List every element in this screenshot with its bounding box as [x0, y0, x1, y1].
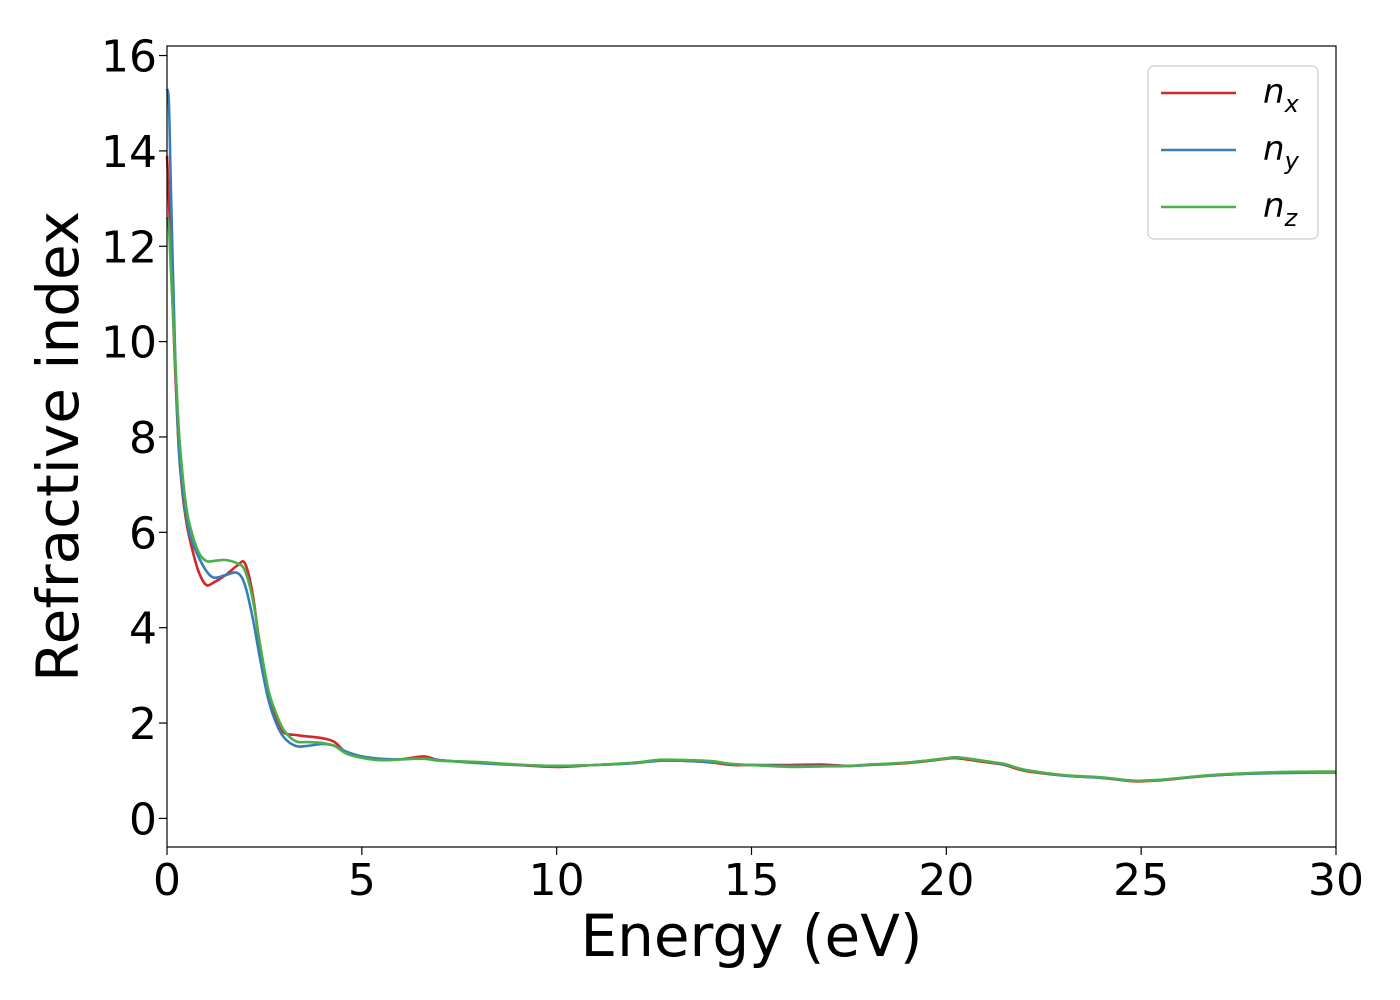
legend-label-base: n: [1263, 129, 1285, 169]
y-tick-label: 2: [129, 699, 157, 750]
y-axis-ticks: 0 2 4 6 8 10 12 14 16: [101, 32, 167, 845]
y-tick-label: 14: [101, 127, 157, 178]
legend-label-ny: ny: [1263, 129, 1300, 175]
x-tick-label: 10: [529, 855, 585, 906]
x-tick-label: 15: [724, 855, 780, 906]
x-axis-ticks: 0 5 10 15 20 25 30: [153, 847, 1364, 906]
legend-label-nz: nz: [1263, 186, 1299, 232]
x-tick-label: 5: [348, 855, 376, 906]
y-tick-label: 6: [129, 508, 157, 559]
x-tick-label: 30: [1308, 855, 1364, 906]
legend-box: [1147, 65, 1319, 240]
x-tick-label: 0: [153, 855, 181, 906]
y-axis-title: Refractive index: [24, 211, 92, 682]
series-line-nz: [165, 217, 1337, 783]
legend-label-base: n: [1263, 72, 1285, 112]
series-line-nx: [165, 155, 1337, 783]
y-tick-label: 4: [129, 604, 157, 655]
legend-label-base: n: [1263, 186, 1285, 226]
legend-label-nx: nx: [1263, 72, 1300, 118]
y-tick-label: 0: [129, 794, 157, 845]
legend-label-subscript: x: [1284, 90, 1300, 118]
x-tick-label: 20: [918, 855, 974, 906]
legend-label-subscript: y: [1284, 147, 1300, 175]
y-tick-label: 16: [101, 32, 157, 83]
y-tick-label: 10: [101, 318, 157, 369]
plot-lines: [165, 88, 1337, 783]
legend-label-subscript: z: [1284, 204, 1299, 232]
y-tick-label: 8: [129, 413, 157, 464]
y-tick-label: 12: [101, 222, 157, 273]
x-tick-label: 25: [1113, 855, 1169, 906]
x-axis-title: Energy (eV): [580, 902, 922, 970]
